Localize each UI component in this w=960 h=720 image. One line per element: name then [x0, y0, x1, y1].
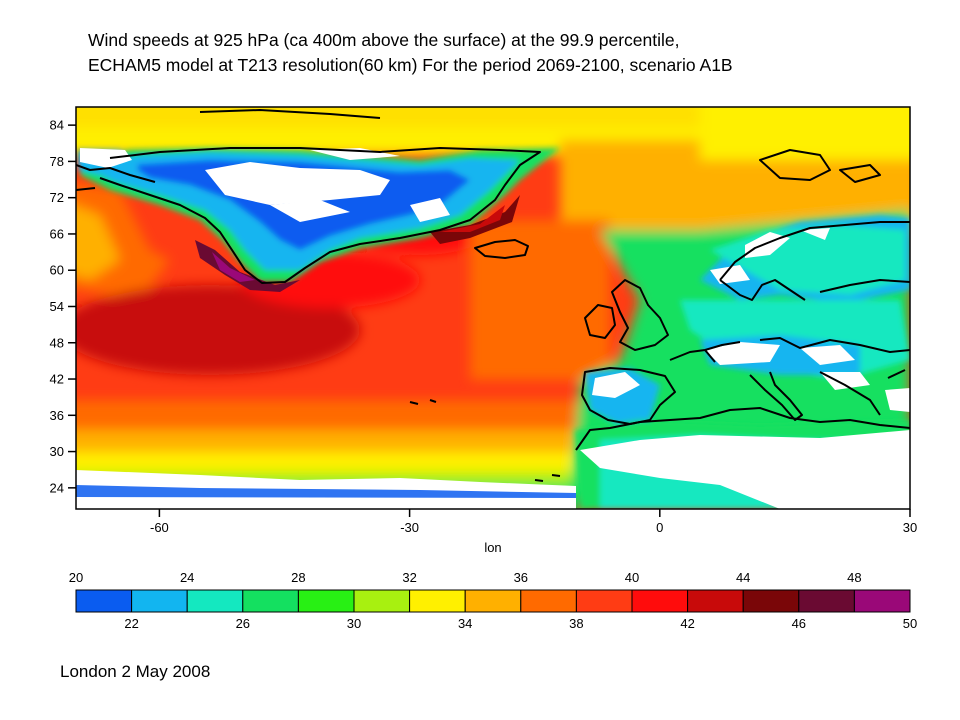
colorbar-swatch: [131, 589, 188, 613]
x-tick-label: 30: [903, 520, 917, 535]
colorbar-swatch: [75, 589, 133, 613]
colorbar-swatch: [520, 589, 577, 613]
colorbar-upper-label: 48: [847, 570, 861, 585]
colorbar-swatch: [464, 589, 522, 613]
greenland-coast: [99, 147, 541, 284]
colorbar: 20 24 28 32 36 40 44 48 22 26 30 34 38 42 46 50: [69, 570, 917, 631]
colorbar-swatch: [631, 589, 689, 613]
canary-islands: [534, 474, 561, 482]
svalbard-coast: [759, 149, 881, 183]
y-tick-label: 48: [50, 335, 64, 350]
x-axis: -60 -30 0 30: [150, 509, 917, 535]
colorbar-upper-label: 28: [291, 570, 305, 585]
x-tick-label: -60: [150, 520, 169, 535]
colorbar-swatch: [409, 589, 466, 613]
africa-coast: [575, 407, 910, 451]
colorbar-swatch: [853, 589, 911, 613]
colorbar-upper-label: 20: [69, 570, 83, 585]
colorbar-upper-label: 32: [402, 570, 416, 585]
plot-frame: [75, 106, 911, 510]
y-tick-label: 30: [50, 444, 64, 459]
colorbar-lower-label: 42: [680, 616, 694, 631]
y-tick-label: 42: [50, 372, 64, 387]
colorbar-swatch: [575, 589, 633, 613]
colorbar-swatch: [297, 589, 355, 613]
y-tick-label: 78: [50, 154, 64, 169]
colorbar-swatch: [186, 589, 244, 613]
footer-caption: London 2 May 2008: [60, 662, 211, 681]
y-tick-label: 84: [50, 118, 64, 133]
y-tick-label: 24: [50, 480, 64, 495]
y-tick-label: 66: [50, 226, 64, 241]
colorbar-swatch: [242, 589, 299, 613]
wind-speed-field: [76, 107, 910, 509]
colorbar-swatch: [798, 589, 855, 613]
colorbar-lower-label: 50: [903, 616, 917, 631]
coastlines: [76, 109, 910, 482]
x-tick-label: -30: [400, 520, 419, 535]
ireland-coast: [584, 304, 616, 339]
colorbar-swatch: [742, 589, 800, 613]
y-tick-label: 54: [50, 299, 64, 314]
figure-title: Wind speeds at 925 hPa (ca 400m above th…: [88, 28, 948, 78]
balkans-coast: [819, 369, 906, 416]
colorbar-lower-label: 38: [569, 616, 583, 631]
colorbar-lower-label: 30: [347, 616, 361, 631]
x-tick-label: 0: [656, 520, 663, 535]
x-axis-label: lon: [484, 540, 501, 555]
colorbar-swatch: [687, 589, 744, 613]
britain-coast: [611, 279, 669, 351]
azores: [409, 399, 437, 405]
colorbar-lower-label: 34: [458, 616, 472, 631]
colorbar-lower-label: 22: [124, 616, 138, 631]
colorbar-lower-label: 26: [236, 616, 250, 631]
europe-coast: [669, 337, 910, 363]
colorbar-swatch: [353, 589, 411, 613]
y-tick-label: 36: [50, 408, 64, 423]
colorbar-lower-label: 46: [792, 616, 806, 631]
canada-coast: [76, 109, 381, 191]
y-axis: 84 78 72 66 60 54 48 42 36 30 24: [50, 118, 76, 495]
y-tick-label: 72: [50, 190, 64, 205]
title-line-2: ECHAM5 model at T213 resolution(60 km) F…: [88, 55, 733, 75]
scandinavia-coast: [719, 221, 910, 301]
iberia-coast: [581, 367, 676, 425]
colorbar-upper-label: 36: [514, 570, 528, 585]
colorbar-upper-label: 44: [736, 570, 750, 585]
colorbar-upper-label: 40: [625, 570, 639, 585]
colorbar-upper-label: 24: [180, 570, 194, 585]
title-line-1: Wind speeds at 925 hPa (ca 400m above th…: [88, 30, 680, 50]
y-tick-label: 60: [50, 263, 64, 278]
italy-coast: [749, 371, 803, 421]
iceland-coast: [474, 239, 529, 259]
